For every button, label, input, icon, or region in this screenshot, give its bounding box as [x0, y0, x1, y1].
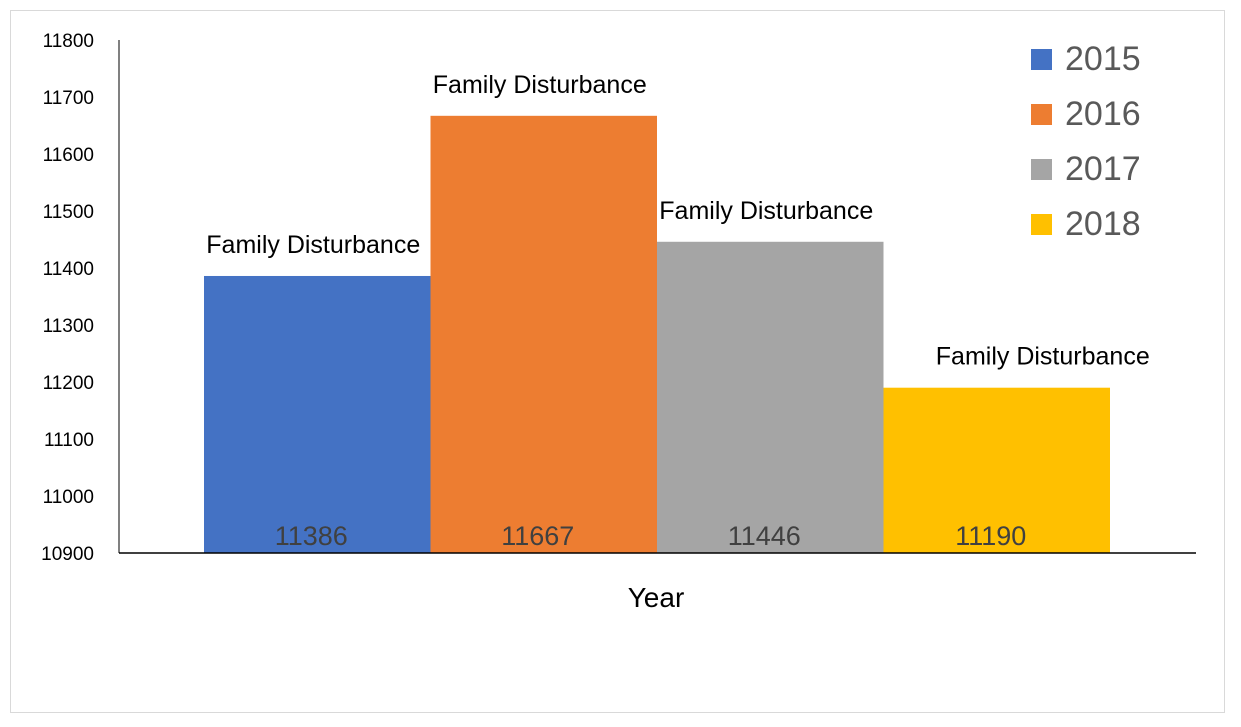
- y-tick-label: 11700: [43, 88, 94, 109]
- bar-category-label: Family Disturbance: [659, 197, 873, 225]
- y-tick-label: 11000: [43, 487, 94, 508]
- axes: [118, 40, 1196, 554]
- bar-2015: [204, 275, 431, 553]
- y-tick-label: 11500: [43, 202, 94, 223]
- x-axis-title: Year: [628, 582, 685, 613]
- y-tick-label: 11600: [43, 145, 94, 166]
- bar-value-label: 11386: [275, 521, 348, 551]
- y-tick-label: 11300: [43, 316, 94, 337]
- bar-2017: [657, 241, 884, 553]
- bar-value-label: 11190: [955, 521, 1026, 551]
- legend-swatch-2018: [1031, 214, 1052, 235]
- bar-value-label: 11667: [501, 521, 574, 551]
- y-tick-label: 11200: [43, 373, 94, 394]
- bar-value-labels: 11386 11667 11446 11190: [275, 521, 1027, 551]
- legend-label: 2015: [1065, 40, 1141, 78]
- legend-label: 2017: [1065, 150, 1141, 188]
- bar-category-label: Family Disturbance: [206, 231, 420, 259]
- y-tick-label: 11800: [43, 31, 94, 52]
- bar-2018: [883, 387, 1110, 553]
- bar-2016: [430, 115, 657, 553]
- y-tick-label: 11400: [43, 259, 94, 280]
- bar-value-label: 11446: [728, 521, 801, 551]
- legend-swatch-2016: [1031, 104, 1052, 125]
- bar-category-label: Family Disturbance: [936, 343, 1150, 371]
- legend: 2015 2016 2017 2018: [1031, 40, 1141, 243]
- bar-category-labels: Family Disturbance Family Disturbance Fami…: [206, 71, 1149, 371]
- legend-label: 2016: [1065, 95, 1141, 133]
- legend-swatch-2015: [1031, 49, 1052, 70]
- legend-swatch-2017: [1031, 159, 1052, 180]
- legend-label: 2018: [1065, 205, 1141, 243]
- bars: [204, 115, 1110, 553]
- y-axis-ticks: 10900 11000 11100 11200 11300 11400 11500 11600…: [41, 31, 94, 565]
- bar-category-label: Family Disturbance: [433, 71, 647, 99]
- y-tick-label: 11100: [44, 430, 94, 451]
- y-tick-label: 10900: [41, 544, 94, 565]
